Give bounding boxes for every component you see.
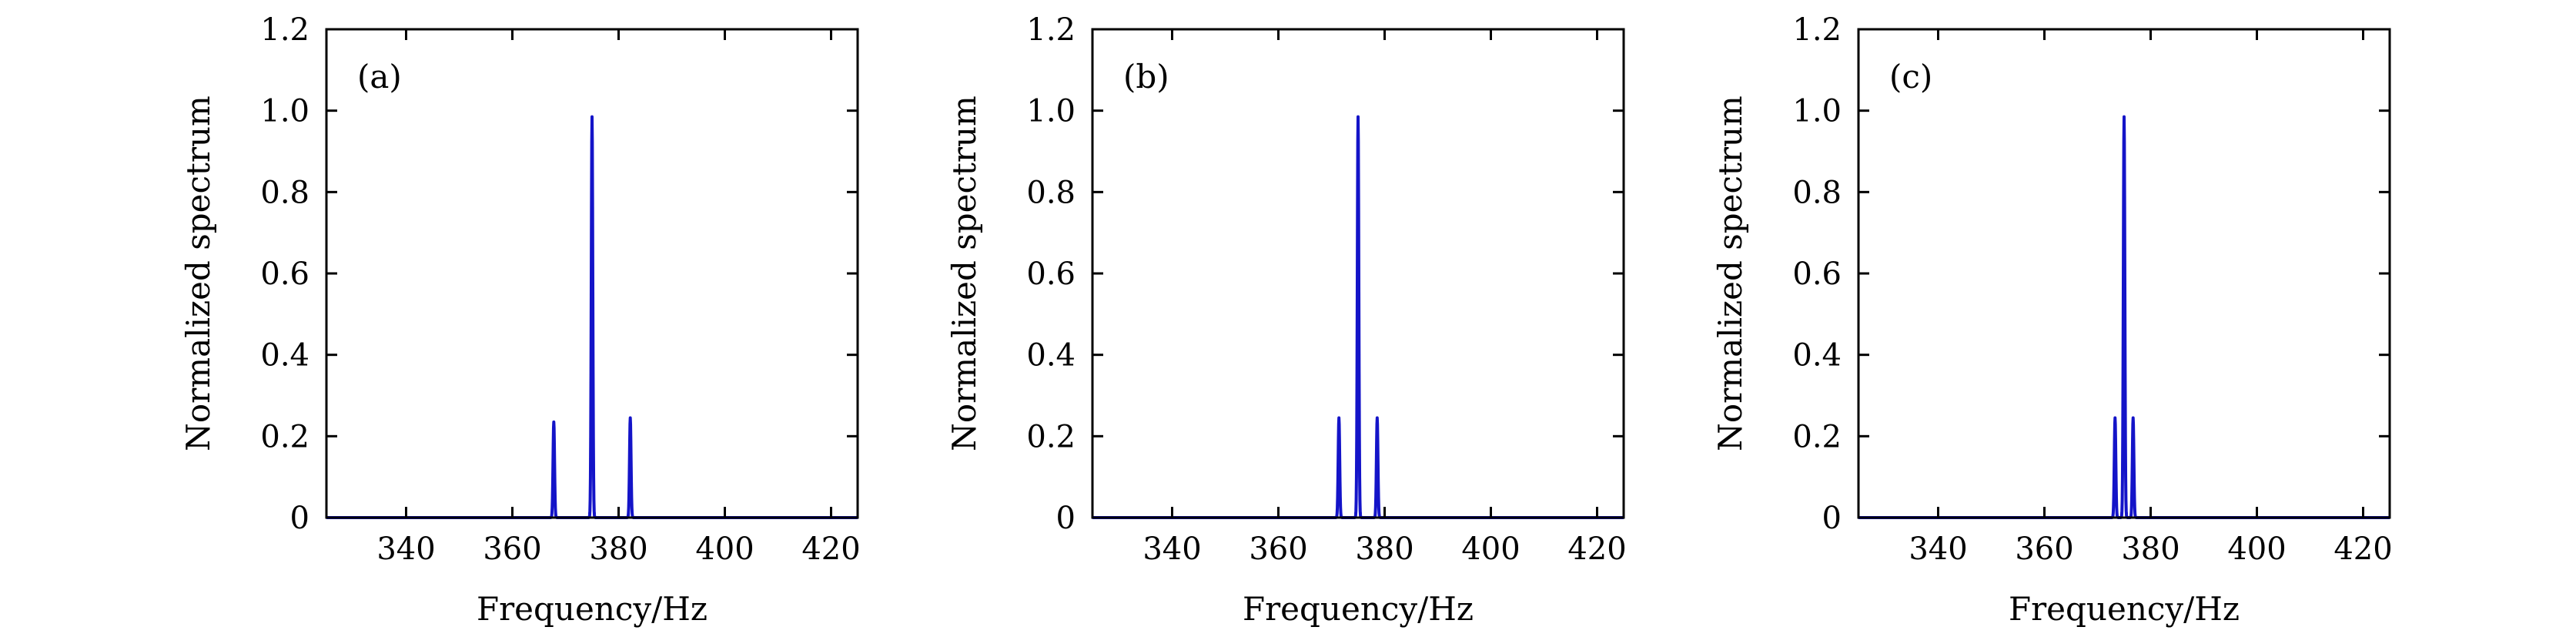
chart-panel-3: 340 360 380 400 420 0 0.2 0.4 0.6 0.8 1.0 1.2 (c) Fre…	[1711, 12, 2393, 628]
spectrum-series-line	[1092, 115, 1624, 519]
x-tick-label: 340	[1142, 531, 1201, 567]
y-tick-label: 0.8	[1792, 175, 1842, 210]
x-tick-label: 380	[2121, 531, 2180, 567]
x-tick-label: 360	[483, 531, 541, 567]
chart-panel-2: 340 360 380 400 420 0 0.2 0.4 0.6 0.8 1.0 1.2 (b) Fre…	[945, 12, 1627, 628]
x-tick-label: 400	[1461, 531, 1520, 567]
x-tick-label: 360	[1249, 531, 1307, 567]
panel-label: (b)	[1123, 58, 1169, 96]
x-tick-label: 420	[1567, 531, 1626, 567]
y-axis-label: Normalized spectrum	[179, 96, 217, 451]
y-tick-label: 0.2	[260, 419, 309, 454]
spectrum-series-line	[1858, 115, 2390, 519]
x-tick-label: 400	[695, 531, 754, 567]
x-tick-label: 420	[2333, 531, 2392, 567]
panel-label: (a)	[357, 58, 402, 96]
spectrum-series-line	[326, 115, 858, 519]
x-tick-label: 380	[589, 531, 647, 567]
chart-panel-1: 340 360 380 400 420 0 0.2 0.4 0.6 0.8 1.0 1.2 (a) Fre…	[179, 12, 861, 628]
x-axis-label: Frequency/Hz	[1243, 590, 1474, 628]
x-tick-label: 420	[801, 531, 860, 567]
y-tick-label: 0.8	[1026, 175, 1076, 210]
x-tick-label: 340	[1909, 531, 1967, 567]
x-axis-label: Frequency/Hz	[477, 590, 708, 628]
y-tick-label: 0.6	[260, 256, 309, 292]
y-tick-label: 1.0	[1026, 94, 1076, 129]
x-tick-label: 360	[2015, 531, 2073, 567]
y-tick-label: 0	[290, 501, 309, 536]
x-tick-label: 380	[1355, 531, 1413, 567]
x-tick-label: 400	[2227, 531, 2286, 567]
y-tick-label: 1.2	[260, 12, 309, 48]
y-tick-label: 0.8	[260, 175, 309, 210]
y-tick-label: 0.4	[1026, 338, 1076, 374]
x-tick-label: 340	[376, 531, 435, 567]
y-tick-label: 1.2	[1026, 12, 1076, 48]
y-tick-label: 0.2	[1026, 419, 1076, 454]
y-tick-label: 0.6	[1792, 256, 1842, 292]
y-tick-label: 0.6	[1026, 256, 1076, 292]
y-tick-label: 1.2	[1792, 12, 1842, 48]
y-tick-label: 1.0	[260, 94, 309, 129]
y-tick-label: 0.4	[260, 338, 309, 374]
y-axis-label: Normalized spectrum	[1711, 96, 1749, 451]
y-tick-label: 0	[1822, 501, 1842, 536]
x-axis-label: Frequency/Hz	[2009, 590, 2240, 628]
y-tick-label: 1.0	[1792, 94, 1842, 129]
panel-label: (c)	[1889, 58, 1932, 96]
y-tick-label: 0	[1056, 501, 1076, 536]
y-axis-label: Normalized spectrum	[945, 96, 983, 451]
y-tick-label: 0.4	[1792, 338, 1842, 374]
y-tick-label: 0.2	[1792, 419, 1842, 454]
